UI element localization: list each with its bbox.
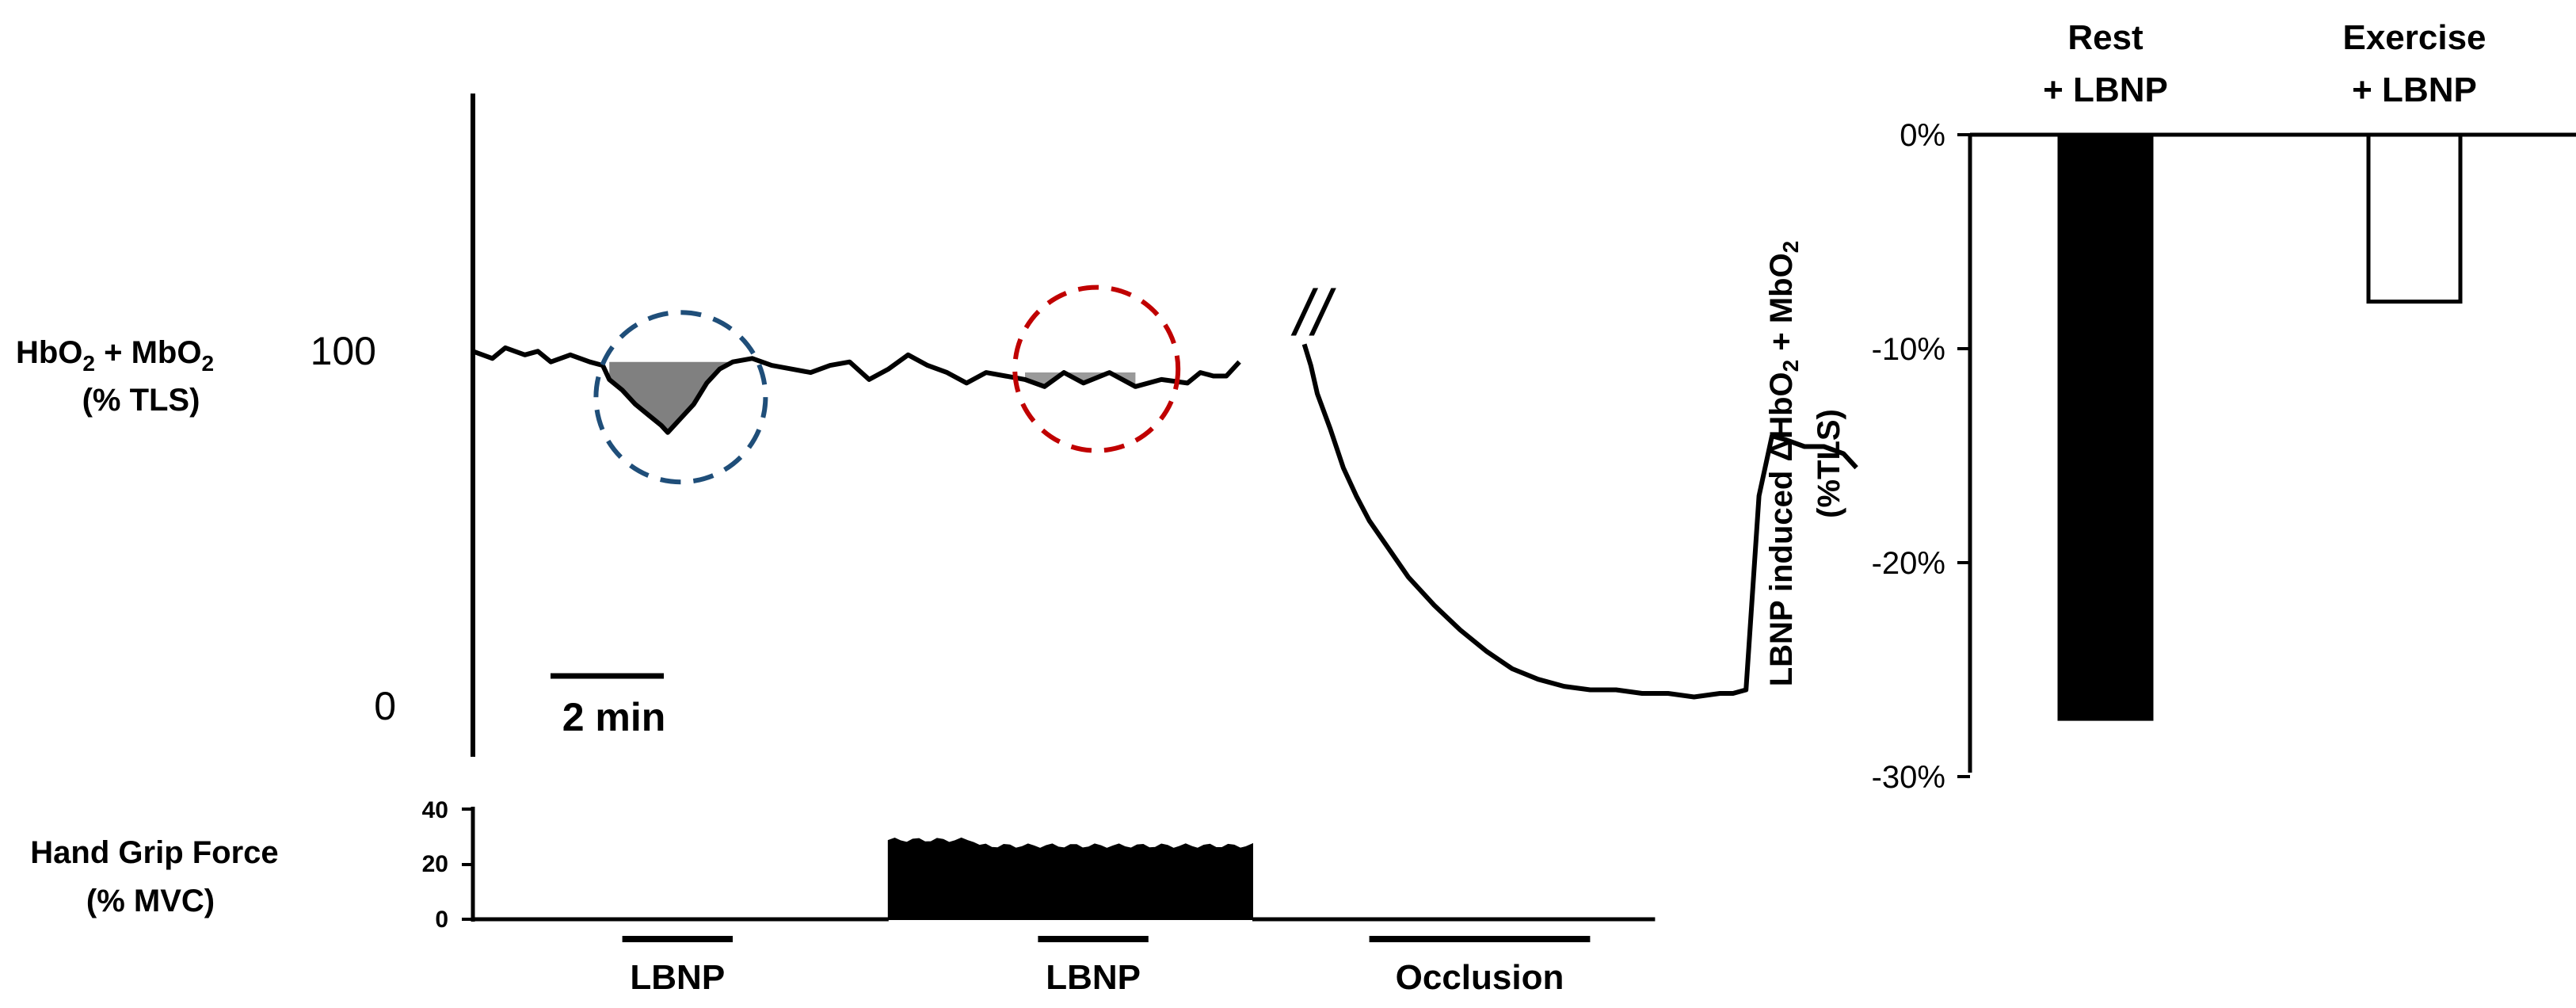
marker-label-lbnp-rest: LBNP xyxy=(630,958,725,997)
bar-y-ticks: 0% -10% -20% -30% xyxy=(1872,118,1970,795)
shaded-area-rest-lbnp xyxy=(609,361,733,433)
grip-ylabel: Hand Grip Force xyxy=(30,835,278,870)
trace-lines xyxy=(471,343,1858,700)
trace-panel: HbO2 + MbO2 (% TLS) 100 0 2 min // xyxy=(16,94,1858,757)
bar-panel: LBNP induced ΔHbO2 + MbO2 (%TLS) 0% -10% -… xyxy=(1764,18,2576,795)
rest-lbnp-highlight-circle xyxy=(593,310,768,485)
bar-tick-label: -10% xyxy=(1872,332,1945,367)
grip-tick-20: 20 xyxy=(422,851,448,877)
trace-tick-100: 100 xyxy=(311,329,376,373)
protocol-markers: LBNP LBNP Occlusion xyxy=(622,936,1591,997)
bar-ylabel: LBNP induced ΔHbO2 + MbO2 xyxy=(1764,241,1803,687)
trace-ylabel: HbO2 + MbO2 xyxy=(16,335,214,376)
bar-ylabel-unit: (%TLS) xyxy=(1812,409,1846,518)
marker-label-occlusion: Occlusion xyxy=(1396,958,1564,997)
bar-tick-label: 0% xyxy=(1900,118,1945,153)
grip-ylabel-unit: (% MVC) xyxy=(86,884,215,918)
trace-line-segment-1 xyxy=(471,345,1241,435)
grip-panel: Hand Grip Force (% MVC) 40 20 0 LBNP LBN… xyxy=(30,797,1656,997)
category-label-rest-line1: Rest xyxy=(2067,18,2143,57)
bar-rest-lbnp xyxy=(2057,132,2154,721)
category-label-rest-line2: + LBNP xyxy=(2043,71,2168,109)
grip-force-block xyxy=(887,837,1253,920)
category-label-exercise-line1: Exercise xyxy=(2342,18,2486,57)
trace-ylabel-unit: (% TLS) xyxy=(82,383,200,418)
grip-force-trace xyxy=(473,837,1656,922)
trace-shaded-regions xyxy=(609,361,1136,433)
bar-tick-label: -20% xyxy=(1872,546,1945,581)
axis-break-marker: // xyxy=(1290,277,1336,349)
category-label-exercise-line2: + LBNP xyxy=(2352,71,2477,109)
trace-line-segment-2 xyxy=(1301,343,1858,700)
exercise-lbnp-highlight-circle xyxy=(1012,284,1181,453)
marker-label-lbnp-exercise: LBNP xyxy=(1046,958,1141,997)
grip-tick-0: 0 xyxy=(435,907,448,933)
grip-tick-40: 40 xyxy=(422,797,448,823)
bar-tick-label: -30% xyxy=(1872,760,1945,795)
trace-tick-0: 0 xyxy=(374,684,396,728)
bar-exercise-lbnp xyxy=(2366,132,2463,304)
bar-marks xyxy=(2057,132,2463,721)
scale-bar-label: 2 min xyxy=(562,695,666,739)
